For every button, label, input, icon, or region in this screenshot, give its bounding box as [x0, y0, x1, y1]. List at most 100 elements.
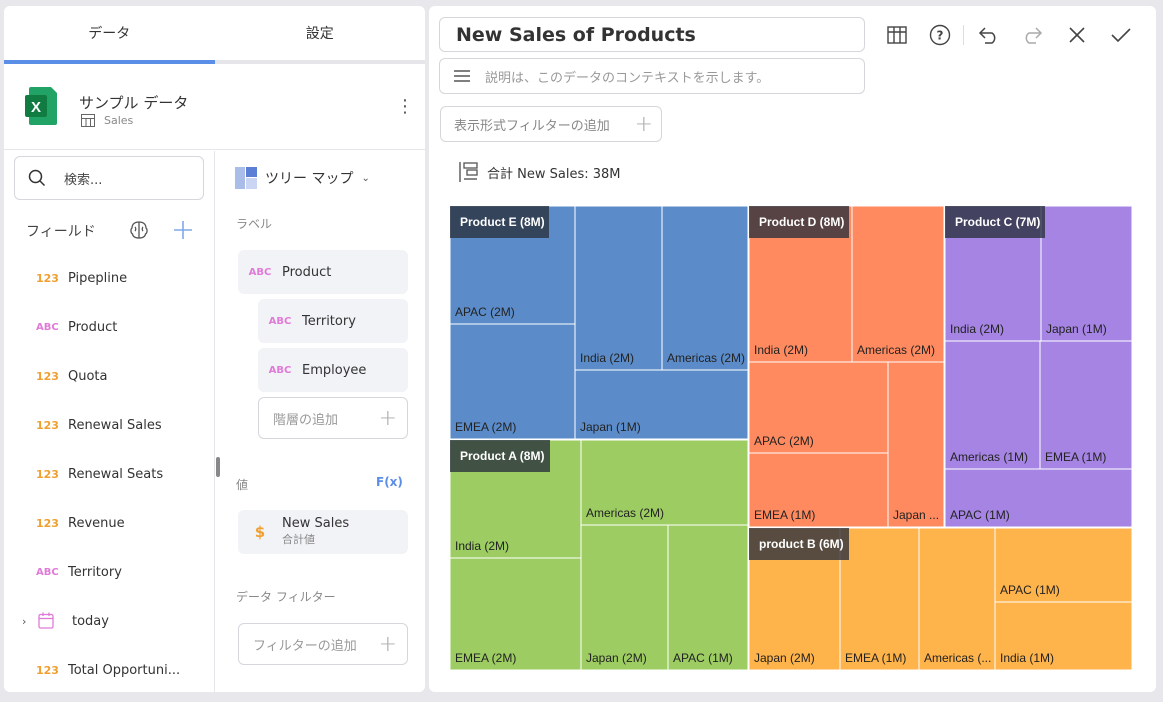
- treemap-cell-label: Americas (2M): [586, 506, 664, 520]
- tab-data[interactable]: データ: [4, 6, 215, 64]
- tab-settings-label: 設定: [305, 26, 334, 42]
- field-item-total-opportunities[interactable]: 123 Total Opportuni...: [4, 646, 215, 692]
- viz-type-selector[interactable]: ツリー マップ ⌄: [235, 167, 370, 189]
- treemap-cell-label: EMEA (1M): [754, 508, 815, 522]
- value-field-new-sales[interactable]: $ New Sales 合計値: [238, 510, 408, 554]
- treemap-cell-label: Japan (2M): [586, 651, 647, 665]
- treemap-cell-label: EMEA (2M): [455, 651, 516, 665]
- field-item-revenue[interactable]: 123 Revenue: [4, 499, 215, 548]
- treemap-cell[interactable]: [994, 527, 1132, 603]
- treemap-group-label: Product A (8M): [460, 449, 544, 463]
- values-heading: 値: [236, 478, 249, 492]
- treemap-chart: APAC (2M) EMEA (2M) India (2M) Americas (2M…: [450, 206, 1132, 670]
- table-icon: [81, 114, 95, 127]
- formula-button[interactable]: F(x): [376, 475, 403, 489]
- treemap-cell[interactable]: [851, 206, 945, 363]
- more-options-icon[interactable]: ⋮: [396, 96, 414, 117]
- field-item-renewal-seats[interactable]: 123 Renewal Seats: [4, 450, 215, 499]
- tab-settings[interactable]: 設定: [215, 6, 426, 60]
- treemap-cell[interactable]: [748, 452, 889, 528]
- title-input[interactable]: New Sales of Products: [439, 17, 865, 52]
- treemap-cell[interactable]: [667, 524, 749, 670]
- close-icon[interactable]: [1065, 23, 1089, 47]
- add-visual-filter-button[interactable]: 表示形式フィルターの追加 +: [440, 106, 662, 142]
- treemap-cell[interactable]: [918, 527, 996, 670]
- help-icon[interactable]: ?: [928, 23, 952, 47]
- hierarchy-icon: [459, 162, 478, 182]
- treemap-cell-label: Americas (...: [924, 651, 991, 665]
- treemap-cell-label: Japan (1M): [580, 420, 641, 434]
- search-input[interactable]: 検索...: [14, 156, 204, 200]
- check-icon[interactable]: [1109, 23, 1133, 47]
- grid-view-icon[interactable]: [885, 23, 909, 47]
- redo-icon[interactable]: [1020, 23, 1044, 47]
- add-filter-button[interactable]: フィルターの追加 +: [238, 623, 408, 665]
- treemap-group-product-a[interactable]: India (2M) Americas (2M) EMEA (2M) Japan (2…: [450, 439, 749, 670]
- treemap-cell-label: APAC (2M): [754, 434, 814, 448]
- treemap-group-product-d[interactable]: India (2M) Americas (2M) APAC (2M) EMEA (1M…: [748, 206, 945, 528]
- number-type-icon: 123: [36, 664, 59, 677]
- field-item-renewal-sales[interactable]: 123 Renewal Sales: [4, 401, 215, 450]
- field-item-today[interactable]: › today: [4, 597, 215, 646]
- field-item-product[interactable]: ABC Product: [4, 303, 215, 352]
- value-field-aggregation: 合計値: [282, 533, 315, 546]
- brain-icon[interactable]: [128, 219, 150, 241]
- treemap-group-product-e[interactable]: APAC (2M) EMEA (2M) India (2M) Americas (2M…: [450, 206, 749, 440]
- treemap-cell[interactable]: [574, 369, 749, 440]
- treemap-cell[interactable]: [944, 468, 1132, 528]
- treemap-cell[interactable]: [661, 206, 749, 371]
- visualization-panel: New Sales of Products 説明は、このデータのコンテキストを示…: [429, 6, 1156, 692]
- number-type-icon: 123: [36, 517, 59, 530]
- treemap-svg: APAC (2M) EMEA (2M) India (2M) Americas (2M…: [450, 206, 1132, 670]
- treemap-cell[interactable]: [887, 361, 945, 528]
- treemap-group-header: [450, 440, 550, 472]
- value-field-name: New Sales: [282, 516, 350, 531]
- treemap-cell[interactable]: [1040, 206, 1132, 342]
- add-filter-label: フィルターの追加: [253, 638, 357, 654]
- treemap-group-product-b[interactable]: APAC (1M) Japan (2M) EMEA (1M) Americas (..…: [748, 527, 1132, 670]
- treemap-cell-label: Japan (1M): [1046, 322, 1107, 336]
- calendar-icon: [38, 612, 54, 629]
- treemap-cell[interactable]: [839, 527, 920, 670]
- field-name: Renewal Sales: [68, 418, 162, 433]
- treemap-icon: [235, 167, 257, 189]
- treemap-cell[interactable]: [994, 601, 1132, 670]
- treemap-group-label: Product C (7M): [955, 215, 1040, 229]
- treemap-group-label: product B (6M): [759, 537, 844, 551]
- chevron-right-icon[interactable]: ›: [22, 615, 27, 628]
- treemap-group-product-c[interactable]: India (2M) Japan (1M) Americas (1M) EMEA (1…: [944, 206, 1132, 528]
- treemap-group-label: Product E (8M): [460, 215, 545, 229]
- field-name: Renewal Seats: [68, 467, 164, 482]
- fields-heading: フィールド: [26, 224, 96, 240]
- label-field-product[interactable]: ABC Product: [238, 250, 408, 294]
- label-field-employee[interactable]: ABC Employee: [258, 348, 408, 392]
- label-field-territory[interactable]: ABC Territory: [258, 299, 408, 343]
- treemap-cell[interactable]: [748, 361, 889, 454]
- chevron-down-icon: ⌄: [361, 172, 370, 184]
- treemap-cell[interactable]: [450, 557, 582, 670]
- add-hierarchy-button[interactable]: 階層の追加 +: [258, 397, 408, 439]
- field-item-territory[interactable]: ABC Territory: [4, 548, 215, 597]
- number-type-icon: 123: [36, 370, 59, 383]
- visual-filter-label: 表示形式フィルターの追加: [454, 118, 610, 134]
- resize-handle[interactable]: [216, 457, 220, 477]
- treemap-cell[interactable]: [450, 323, 576, 440]
- value-field-text: New Sales 合計値: [282, 516, 349, 548]
- fields-header: フィールド: [26, 219, 206, 243]
- excel-icon: X: [25, 87, 57, 125]
- treemap-cell-label: APAC (1M): [1000, 583, 1060, 597]
- field-item-pipepline[interactable]: 123 Pipepline: [4, 254, 215, 303]
- add-field-icon[interactable]: [172, 219, 194, 241]
- treemap-cell[interactable]: [580, 524, 669, 670]
- field-item-quota[interactable]: 123 Quota: [4, 352, 215, 401]
- description-input[interactable]: 説明は、このデータのコンテキストを示します。: [439, 58, 865, 94]
- undo-icon[interactable]: [977, 23, 1001, 47]
- viz-type-label: ツリー マップ: [265, 171, 354, 187]
- treemap-cell[interactable]: [580, 439, 749, 526]
- datasource-sheet: Sales: [81, 114, 133, 127]
- treemap-cell[interactable]: [574, 206, 663, 371]
- plus-icon: +: [634, 111, 653, 137]
- treemap-cell-label: Americas (1M): [950, 450, 1028, 464]
- text-type-icon: ABC: [36, 567, 59, 578]
- label-field-name: Product: [282, 264, 332, 280]
